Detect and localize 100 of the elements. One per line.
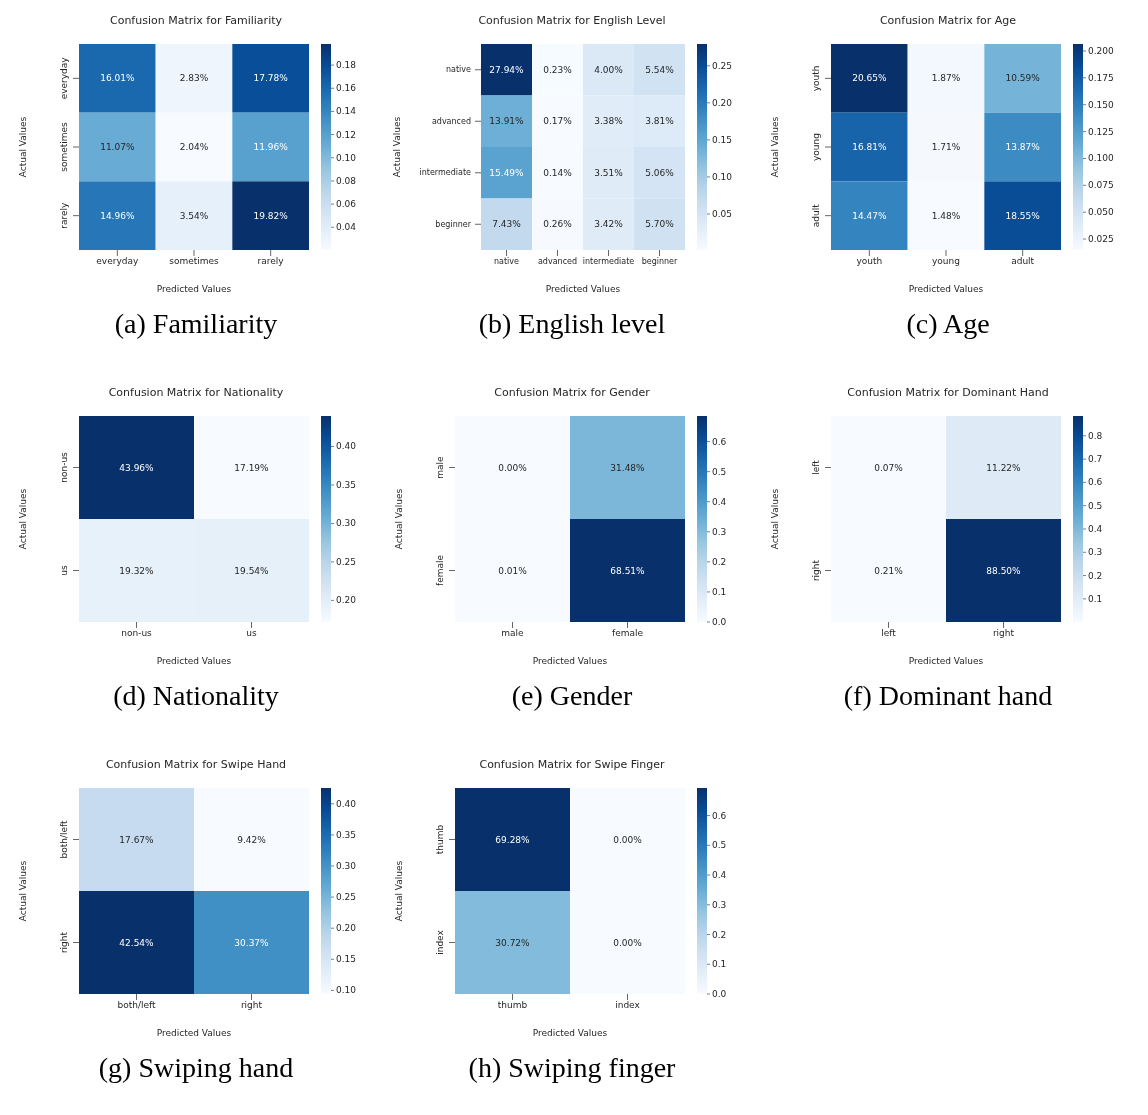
data-label: 2.04% <box>179 142 209 152</box>
color-bar-label: 0.3 <box>712 526 727 537</box>
x-axis-title: Predicted Values <box>545 284 621 294</box>
data-label: 19.54% <box>234 565 270 576</box>
x-axis-title: Predicted Values <box>532 656 608 666</box>
data-label: 0.00% <box>613 834 643 845</box>
x-tick-label: youth <box>856 256 883 267</box>
data-label: 0.17% <box>543 116 573 127</box>
x-tick-label: non-us <box>121 628 153 639</box>
data-label: 11.22% <box>986 462 1022 473</box>
y-tick-label: native <box>446 65 472 75</box>
color-bar-label: 0.050 <box>1088 207 1115 218</box>
data-label: 68.51% <box>610 565 646 576</box>
x-axis-title: Predicted Values <box>156 1028 232 1038</box>
y-axis-title: Actual Values <box>18 860 29 922</box>
color-bar-label: 0.18 <box>336 60 357 71</box>
color-bar-label: 0.10 <box>336 985 357 996</box>
color-bar-label: 0.0 <box>712 989 727 999</box>
data-label: 0.21% <box>874 565 904 576</box>
y-axis-title: Actual Values <box>394 860 405 922</box>
y-axis-title: Actual Values <box>770 488 781 550</box>
color-bar-label: 0.06 <box>336 199 357 210</box>
chart-title: Confusion Matrix for Familiarity <box>109 13 283 29</box>
x-axis-title: Predicted Values <box>156 284 232 294</box>
y-tick-label: thumb <box>435 824 445 855</box>
x-tick-label: sometimes <box>169 256 220 267</box>
x-tick-label: male <box>501 628 525 639</box>
data-label: 17.19% <box>234 462 270 473</box>
color-bar-label: 0.175 <box>1088 72 1114 83</box>
color-bar-label: 0.4 <box>1088 523 1103 534</box>
data-label: 11.07% <box>100 142 135 152</box>
text: (e) Gender <box>511 680 633 712</box>
data-label: 43.96% <box>119 462 155 473</box>
y-tick-label: sometimes <box>59 121 69 172</box>
data-label: 18.55% <box>1005 210 1041 221</box>
data-label: 20.65% <box>852 73 887 84</box>
data-label: 5.06% <box>645 167 675 178</box>
chart-title: Confusion Matrix for Swipe Finger <box>479 757 665 773</box>
x-tick-label: index <box>615 1000 641 1011</box>
color-bar-label: 0.04 <box>336 222 357 233</box>
text: (h) Swiping finger <box>468 1052 676 1084</box>
color-bar-label: 0.6 <box>712 810 727 821</box>
y-tick-label: adult <box>811 203 821 228</box>
data-label: 27.94% <box>489 64 525 75</box>
color-bar-label: 0.1 <box>1088 593 1103 604</box>
y-tick-label: left <box>811 459 821 475</box>
y-tick-label: intermediate <box>419 168 472 178</box>
color-bar-label: 0.025 <box>1088 234 1114 245</box>
x-tick-label: young <box>932 256 960 267</box>
color-bar-label: 0.1 <box>712 959 727 970</box>
x-tick-label: beginner <box>641 256 679 266</box>
data-label: 16.81% <box>852 142 887 152</box>
data-label: 0.07% <box>874 462 904 473</box>
y-axis-title: Actual Values <box>18 488 29 550</box>
color-bar-label: 0.15 <box>712 134 733 145</box>
data-label: 13.91% <box>489 116 525 127</box>
data-label: 17.78% <box>253 73 289 84</box>
color-bar-label: 0.5 <box>712 840 727 851</box>
y-tick-label: non-us <box>59 451 69 483</box>
text: (c) Age <box>906 308 990 340</box>
x-tick-label: us <box>246 628 257 639</box>
data-label: 0.00% <box>613 937 643 948</box>
color-bar-label: 0.7 <box>1088 454 1103 465</box>
y-tick-label: beginner <box>435 219 472 229</box>
y-axis-title: Actual Values <box>18 116 29 178</box>
text: (b) English level <box>478 308 666 340</box>
data-label: 3.51% <box>594 167 624 178</box>
color-bar-label: 0.14 <box>336 106 357 117</box>
x-tick-label: intermediate <box>582 256 635 266</box>
chart-title: Confusion Matrix for Swipe Hand <box>105 757 287 773</box>
chart-title: Confusion Matrix for English Level <box>478 13 666 29</box>
color-bar-label: 0.40 <box>336 441 357 452</box>
color-bar-label: 0.10 <box>336 152 357 163</box>
color-bar-label: 0.20 <box>336 923 357 934</box>
text: (a) Familiarity <box>114 308 278 340</box>
x-tick-label: left <box>881 628 897 639</box>
data-label: 1.48% <box>931 210 961 221</box>
data-label: 19.32% <box>119 565 155 576</box>
color-bar-label: 0.200 <box>1088 45 1115 56</box>
color-bar-label: 0.30 <box>336 518 357 529</box>
data-label: 0.26% <box>543 219 573 230</box>
color-bar-label: 0.5 <box>712 466 727 477</box>
chart-title: Confusion Matrix for Age <box>879 13 1017 29</box>
color-bar-label: 0.1 <box>712 586 727 597</box>
color-bar-label: 0.08 <box>336 175 357 186</box>
color-bar-label: 0.3 <box>712 899 727 910</box>
data-label: 2.83% <box>179 73 209 84</box>
data-label: 0.01% <box>498 565 528 576</box>
y-tick-label: female <box>435 554 445 587</box>
data-label: 1.71% <box>931 142 961 152</box>
x-axis-title: Predicted Values <box>908 284 984 294</box>
data-label: 0.14% <box>543 167 573 178</box>
chart-title: Confusion Matrix for Dominant Hand <box>847 385 1049 401</box>
y-tick-label: us <box>59 565 69 576</box>
color-bar-label: 0.150 <box>1088 99 1115 110</box>
color-bar-label: 0.2 <box>712 556 727 567</box>
x-tick-label: adult <box>1011 256 1035 267</box>
y-tick-label: right <box>59 931 69 954</box>
y-tick-label: both/left <box>59 820 69 859</box>
x-tick-label: right <box>240 1000 263 1011</box>
